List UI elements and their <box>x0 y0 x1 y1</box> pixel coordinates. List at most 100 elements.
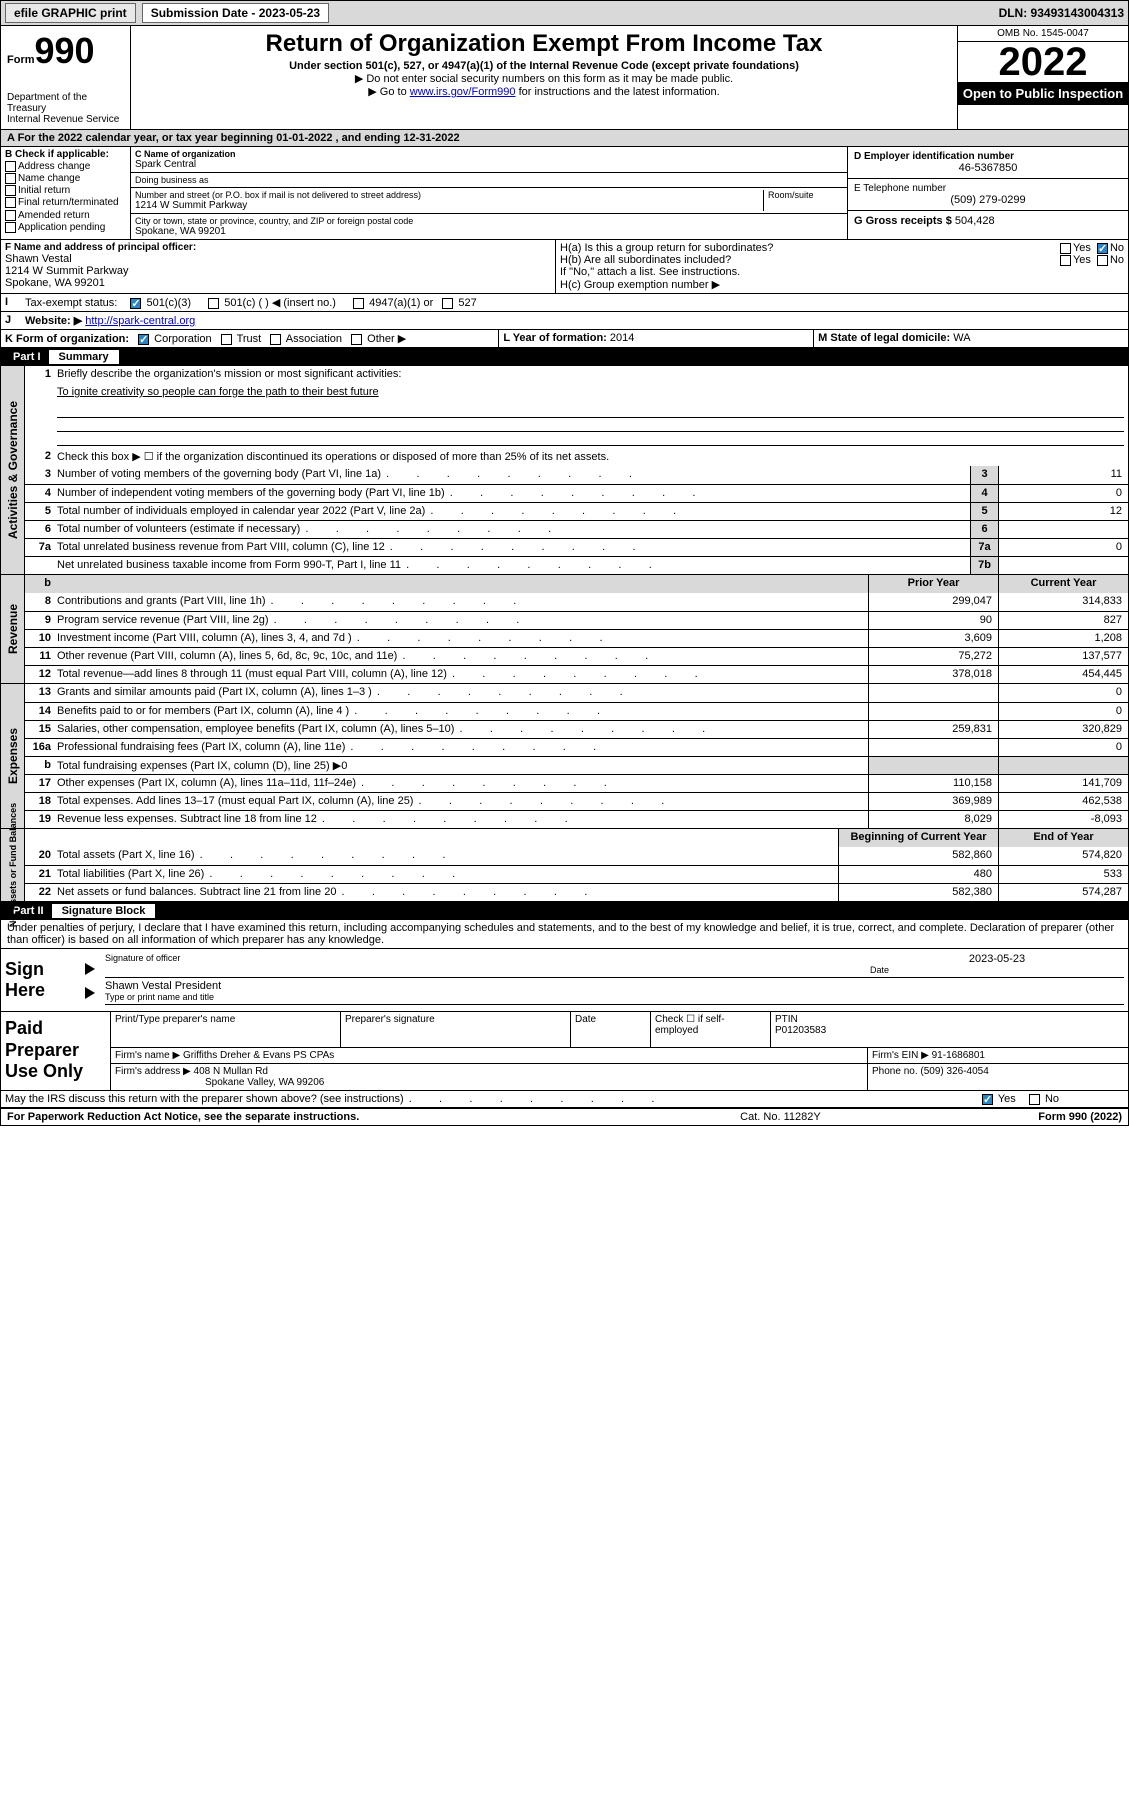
cb-final-return[interactable]: Final return/terminated <box>5 197 126 208</box>
rev-grid: bPrior YearCurrent Year 8Contributions a… <box>25 575 1128 683</box>
phone-row: E Telephone number (509) 279-0299 <box>848 179 1128 211</box>
cb-application-pending[interactable]: Application pending <box>5 222 126 233</box>
open-to-public: Open to Public Inspection <box>958 82 1128 105</box>
arrow-icon <box>85 963 95 975</box>
ha-label: H(a) Is this a group return for subordin… <box>560 242 1060 254</box>
officer-addr2: Spokane, WA 99201 <box>5 277 551 289</box>
prep-sig-label: Preparer's signature <box>341 1012 571 1047</box>
paid-preparer-section: Paid Preparer Use Only Print/Type prepar… <box>1 1011 1128 1090</box>
form-title: Return of Organization Exempt From Incom… <box>137 30 951 58</box>
subdate-label: Submission Date - <box>151 6 259 20</box>
rule-line <box>57 404 1124 418</box>
ptin-value: P01203583 <box>775 1025 1124 1036</box>
hb-yes-cb[interactable] <box>1060 255 1071 266</box>
addr-row: Number and street (or P.O. box if mail i… <box>131 188 847 214</box>
hb-no-cb[interactable] <box>1097 255 1108 266</box>
firm-name-label: Firm's name ▶ <box>115 1050 180 1061</box>
self-employed-check[interactable]: Check ☐ if self-employed <box>651 1012 771 1047</box>
org-name-label: C Name of organization <box>135 149 843 159</box>
cb-501c[interactable] <box>208 298 219 309</box>
firm-ein: 91-1686801 <box>932 1050 985 1061</box>
cb-amended-return[interactable]: Amended return <box>5 210 126 221</box>
dba-row: Doing business as <box>131 173 847 188</box>
footer-left: For Paperwork Reduction Act Notice, see … <box>7 1111 523 1123</box>
cb-association[interactable] <box>270 334 281 345</box>
section-klm-row: K Form of organization: Corporation Trus… <box>1 329 1128 347</box>
section-deg: D Employer identification number 46-5367… <box>848 147 1128 239</box>
part1-title: Summary <box>49 350 119 364</box>
note-goto: ▶ Go to www.irs.gov/Form990 for instruct… <box>137 85 951 98</box>
l-label: L Year of formation: <box>503 332 607 344</box>
city-value: Spokane, WA 99201 <box>135 226 843 237</box>
ha-yes-cb[interactable] <box>1060 243 1071 254</box>
ptin-label: PTIN <box>775 1014 1124 1025</box>
yes-label: Yes <box>1073 242 1091 254</box>
officer-and-h-block: F Name and address of principal officer:… <box>1 239 1128 293</box>
cb-other[interactable] <box>351 334 362 345</box>
prep-name-label: Print/Type preparer's name <box>111 1012 341 1047</box>
officer-addr1: 1214 W Summit Parkway <box>5 265 551 277</box>
footer-right: Form 990 (2022) <box>1038 1111 1122 1123</box>
net-assets-section: Net Assets or Fund Balances Beginning of… <box>1 828 1128 901</box>
discuss-row: May the IRS discuss this return with the… <box>1 1090 1128 1107</box>
footer-cat: Cat. No. 11282Y <box>523 1111 1039 1123</box>
subdate-value: 2023-05-23 <box>259 6 320 20</box>
tab-activities: Activities & Governance <box>1 366 25 574</box>
form-id-col: Form990 Department of the Treasury Inter… <box>1 26 131 129</box>
title-col: Return of Organization Exempt From Incom… <box>131 26 958 129</box>
cb-4947[interactable] <box>353 298 364 309</box>
arrow-icon <box>85 987 95 999</box>
cb-527[interactable] <box>442 298 453 309</box>
efile-print-button[interactable]: efile GRAPHIC print <box>5 3 136 23</box>
discuss-yes-cb[interactable] <box>982 1094 993 1105</box>
col-end: End of Year <box>998 829 1128 847</box>
topbar: efile GRAPHIC print Submission Date - 20… <box>0 0 1129 26</box>
cb-initial-return[interactable]: Initial return <box>5 185 126 196</box>
gross-row: G Gross receipts $ 504,428 <box>848 211 1128 231</box>
tab-revenue: Revenue <box>1 575 25 683</box>
cb-corporation[interactable] <box>138 334 149 345</box>
section-h: H(a) Is this a group return for subordin… <box>556 240 1128 293</box>
cb-501c3[interactable] <box>130 298 141 309</box>
cb-address-change[interactable]: Address change <box>5 161 126 172</box>
m-label: M State of legal domicile: <box>818 332 950 344</box>
website-link[interactable]: http://spark-central.org <box>85 315 195 327</box>
note-ssn: ▶ Do not enter social security numbers o… <box>137 72 951 85</box>
col-beg: Beginning of Current Year <box>838 829 998 847</box>
i-label: Tax-exempt status: <box>25 297 117 309</box>
phone-label: E Telephone number <box>854 183 1122 194</box>
part2-bar: Part II Signature Block <box>1 901 1128 920</box>
officer-name-title: Shawn Vestal President <box>105 980 1124 992</box>
paid-preparer-label: Paid Preparer Use Only <box>1 1012 111 1090</box>
m-value: WA <box>953 332 970 344</box>
ag-grid: 1Briefly describe the organization's mis… <box>25 366 1128 574</box>
discuss-no-cb[interactable] <box>1029 1094 1040 1105</box>
org-name-row: C Name of organization Spark Central <box>131 147 847 173</box>
revenue-section: Revenue bPrior YearCurrent Year 8Contrib… <box>1 574 1128 683</box>
form-container: Form990 Department of the Treasury Inter… <box>0 26 1129 1126</box>
cb-trust[interactable] <box>221 334 232 345</box>
form-990-label: Form990 <box>7 30 124 72</box>
net-grid: Beginning of Current YearEnd of Year 20T… <box>25 829 1128 901</box>
dln: DLN: 93493143004313 <box>999 6 1124 20</box>
col-curr: Current Year <box>998 575 1128 593</box>
section-c: C Name of organization Spark Central Doi… <box>131 147 848 239</box>
firm-ein-label: Firm's EIN ▶ <box>872 1050 929 1061</box>
col-prior: Prior Year <box>868 575 998 593</box>
note2-post: for instructions and the latest informat… <box>516 86 720 98</box>
firm-phone-label: Phone no. <box>872 1066 918 1077</box>
firm-addr1: 408 N Mullan Rd <box>194 1066 268 1077</box>
room-label: Room/suite <box>768 190 843 200</box>
l2-text: Check this box ▶ ☐ if the organization d… <box>53 448 1128 466</box>
submission-date: Submission Date - 2023-05-23 <box>142 3 329 23</box>
sign-date: 2023-05-23 <box>870 953 1124 965</box>
expenses-section: Expenses 13Grants and similar amounts pa… <box>1 683 1128 828</box>
irs-link[interactable]: www.irs.gov/Form990 <box>410 86 516 98</box>
website-label: Website: ▶ <box>25 315 82 327</box>
addr-label: Number and street (or P.O. box if mail i… <box>135 190 763 200</box>
date-label: Date <box>870 965 1124 975</box>
ha-no-cb[interactable] <box>1097 243 1108 254</box>
form-prefix: Form <box>7 54 35 66</box>
section-b-header: B Check if applicable: <box>5 149 126 160</box>
cb-name-change[interactable]: Name change <box>5 173 126 184</box>
